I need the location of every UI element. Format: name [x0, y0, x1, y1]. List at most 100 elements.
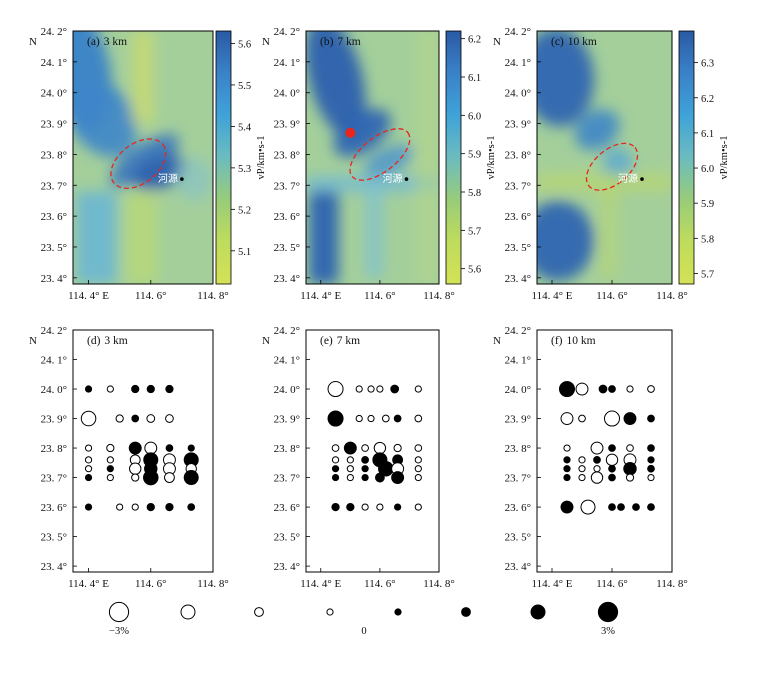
- colorbar-tick-label: 5.8: [468, 188, 481, 199]
- positive-anomaly-point: [623, 461, 637, 476]
- town-marker: [640, 177, 644, 181]
- colorbar-2: 5.7 5.8 5.9 6.0 6.1 6.2 6.3 vP/km•s-1: [678, 30, 730, 285]
- positive-anomaly-point: [647, 444, 655, 452]
- anomaly-points-5: [558, 381, 655, 515]
- panel-label: (a) 3 km: [87, 36, 127, 48]
- y-tick-label: 24. 1°: [505, 355, 531, 367]
- legend-negative-circle: [254, 607, 264, 617]
- positive-anomaly-point: [165, 502, 174, 512]
- panel-label: (c) 10 km: [551, 36, 597, 48]
- negative-anomaly-point: [578, 414, 586, 423]
- panel-letter: (d): [87, 335, 101, 347]
- y-tick-label: 23. 5°: [41, 242, 67, 254]
- x-tick-label: 114. 6°: [364, 290, 396, 302]
- panel-depth: 7 km: [337, 36, 360, 48]
- y-tick-label: 24. 2°: [41, 26, 67, 38]
- positive-anomaly-point: [647, 464, 655, 473]
- negative-anomaly-point: [414, 465, 422, 473]
- town-label: 河源: [158, 172, 178, 185]
- y-tick-label: 23. 5°: [505, 532, 531, 544]
- velocity-blob: [574, 109, 620, 151]
- velocity-blob: [175, 157, 213, 201]
- axes-3: 23. 4° 23. 5° 23. 6° 23. 7° 23. 8° 23. 9° 24. …: [29, 325, 229, 590]
- y-tick-label: 23. 9°: [505, 414, 531, 426]
- y-tick-label: 23. 5°: [505, 242, 531, 254]
- negative-anomaly-point: [414, 456, 422, 464]
- fault-zone-ellipse: [110, 138, 167, 189]
- colorbar-label: vP/km•s-1: [486, 136, 497, 180]
- positive-anomaly-point: [390, 384, 400, 394]
- colorbar-bar: [215, 30, 232, 285]
- positive-anomaly-point: [608, 464, 616, 473]
- negative-anomaly-point: [346, 473, 354, 482]
- negative-anomaly-point: [414, 503, 422, 511]
- legend-center-label: 0: [361, 626, 366, 637]
- panel-depth: 10 km: [568, 36, 597, 48]
- colorbar-tick-label: 5.8: [701, 234, 714, 245]
- y-tick-label: 24. 1°: [274, 57, 300, 69]
- y-tick-label: 23. 5°: [274, 532, 300, 544]
- velocity-blob: [603, 148, 633, 180]
- y-tick-label: 24. 0°: [505, 88, 531, 100]
- y-tick-label: 23. 6°: [274, 211, 300, 223]
- colorbar-tick-label: 6.1: [468, 73, 481, 84]
- panel-frame: [536, 30, 673, 285]
- positive-anomaly-point: [327, 410, 344, 427]
- legend-negative-circle: [180, 604, 196, 620]
- x-tick-label: 114. 6°: [135, 290, 167, 302]
- positive-anomaly-point: [183, 470, 199, 486]
- velocity-anomaly-field: [73, 31, 213, 284]
- negative-anomaly-point: [563, 444, 571, 452]
- legend-positive-circle: [394, 608, 402, 616]
- positive-anomaly-point: [608, 473, 616, 482]
- town-marker: [404, 177, 409, 181]
- positive-anomaly-point: [143, 469, 159, 486]
- velocity-blob: [364, 144, 414, 177]
- y-tick-label: 23. 9°: [274, 119, 300, 131]
- panel-frame: [305, 30, 440, 285]
- negative-anomaly-point: [327, 381, 344, 398]
- negative-anomaly-point: [367, 385, 375, 393]
- panel-frame: [72, 329, 214, 573]
- panel-frame: [536, 329, 673, 573]
- positive-anomaly-point: [608, 503, 616, 511]
- negative-anomaly-point: [575, 382, 589, 396]
- positive-anomaly-point: [623, 412, 637, 425]
- x-tick-label: 114. 4° E: [68, 578, 109, 590]
- positive-anomaly-point: [394, 503, 402, 511]
- colorbar-tick-label: 5.9: [468, 150, 481, 161]
- colorbar-1: 5.6 5.7 5.8 5.9 6.0 6.1 6.2 vP/km•s-1: [445, 30, 497, 285]
- panel-frame: [305, 329, 440, 573]
- panel-letter: (c): [551, 36, 564, 48]
- y-tick-label: 23. 8°: [41, 443, 67, 455]
- positive-anomaly-point: [391, 471, 405, 485]
- y-tick-label: 23. 4°: [505, 273, 531, 285]
- colorbar-tick-label: 5.1: [238, 247, 251, 258]
- x-tick-label: 114. 8°: [423, 578, 455, 590]
- north-label: N: [29, 36, 37, 48]
- x-tick-label: 114. 8°: [197, 578, 229, 590]
- panel-letter: (b): [320, 36, 334, 48]
- panel-letter: (e): [320, 335, 333, 347]
- axes-1: 23. 4° 23. 5° 23. 6° 23. 7° 23. 8° 23. 9° 24. …: [262, 26, 455, 302]
- legend-left-label: −3%: [109, 626, 129, 637]
- y-tick-label: 23. 7°: [505, 473, 531, 485]
- positive-anomaly-point: [146, 502, 155, 512]
- y-tick-label: 23. 5°: [41, 532, 67, 544]
- positive-anomaly-point: [608, 385, 616, 393]
- colorbar-tick-label: 5.5: [238, 81, 251, 92]
- x-tick-label: 114. 4° E: [532, 578, 573, 590]
- x-tick-label: 114. 6°: [135, 578, 167, 590]
- positive-anomaly-point: [374, 472, 385, 483]
- velocity-band: [365, 185, 383, 278]
- axes-2: 23. 4° 23. 5° 23. 6° 23. 7° 23. 8° 23. 9° 24. …: [493, 26, 688, 302]
- positive-anomaly-point: [343, 441, 357, 455]
- y-tick-label: 24. 1°: [41, 355, 67, 367]
- x-tick-label: 114. 8°: [656, 290, 688, 302]
- panel-depth: 3 km: [104, 335, 127, 347]
- y-tick-label: 24. 0°: [41, 88, 67, 100]
- legend-negative-circle: [108, 601, 130, 623]
- negative-anomaly-point: [376, 503, 384, 511]
- negative-anomaly-point: [647, 473, 655, 482]
